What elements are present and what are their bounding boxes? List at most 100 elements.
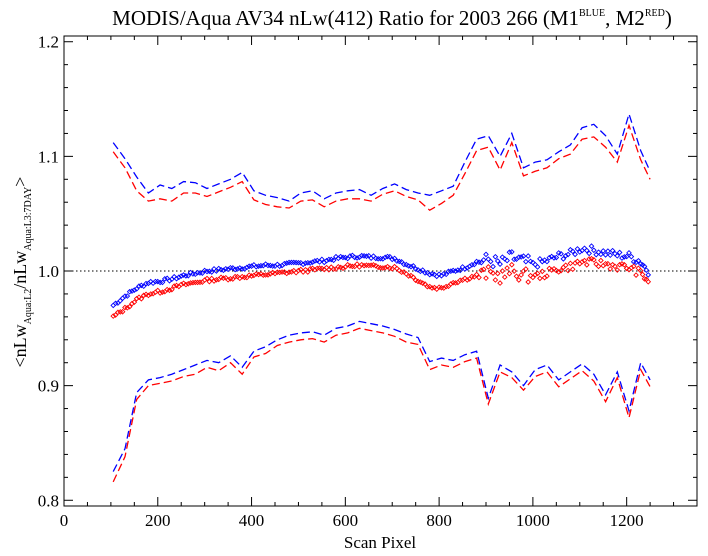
data-point	[614, 267, 621, 273]
series-m2-points	[110, 255, 652, 319]
data-point	[523, 258, 529, 265]
data-point	[185, 280, 192, 287]
data-point	[583, 247, 590, 254]
data-point	[288, 269, 295, 275]
data-point	[506, 270, 513, 277]
data-point	[497, 261, 503, 267]
data-point	[511, 256, 517, 263]
data-point	[621, 254, 628, 260]
data-point	[276, 263, 283, 270]
data-point	[539, 268, 546, 275]
series-m2-upper-line	[112, 123, 651, 211]
data-point	[281, 269, 288, 275]
data-point	[534, 270, 541, 277]
data-point	[286, 269, 292, 276]
series-m1-upper-line	[112, 111, 651, 202]
data-point	[443, 283, 449, 290]
data-point	[234, 266, 241, 272]
data-point	[586, 250, 592, 257]
data-point	[567, 246, 574, 253]
data-point	[309, 259, 316, 266]
data-point	[583, 262, 590, 268]
data-point	[639, 271, 646, 278]
data-point	[544, 273, 550, 279]
data-point	[508, 261, 515, 268]
data-point	[246, 263, 253, 270]
data-point	[147, 278, 154, 285]
data-point	[375, 255, 381, 262]
data-point	[126, 288, 133, 295]
data-point	[473, 271, 480, 278]
data-point	[323, 257, 330, 264]
data-point	[614, 252, 621, 259]
data-point	[258, 271, 264, 277]
data-point	[525, 279, 532, 285]
data-point	[643, 267, 650, 273]
title-prefix: MODIS/Aqua AV34 nLw(412) Ratio for 2003 …	[112, 6, 579, 30]
data-point	[283, 260, 290, 266]
y-axis-label: <nLwAqua:L2/nLwAqua:L3:7DAY>	[10, 177, 34, 368]
data-point	[476, 274, 482, 281]
data-point	[445, 268, 452, 275]
data-point	[598, 251, 604, 258]
data-point	[117, 309, 124, 315]
data-point	[607, 252, 614, 259]
data-point	[600, 248, 607, 254]
data-point	[297, 259, 304, 266]
data-point	[208, 269, 215, 275]
data-point	[436, 271, 442, 278]
data-point	[630, 263, 637, 270]
data-point	[112, 300, 119, 307]
data-point	[485, 264, 492, 270]
data-point	[633, 272, 639, 278]
data-point	[314, 257, 321, 264]
data-point	[194, 279, 201, 286]
y-tick-label: 1.1	[38, 147, 59, 166]
data-point	[480, 266, 487, 273]
data-point	[492, 253, 499, 260]
data-point	[567, 260, 574, 267]
data-point	[515, 254, 522, 261]
data-point	[447, 268, 454, 275]
data-point	[487, 268, 494, 275]
data-point	[140, 292, 147, 299]
data-point	[574, 246, 581, 252]
data-point	[183, 273, 189, 279]
data-point	[166, 287, 173, 294]
data-point	[253, 263, 260, 270]
data-point	[628, 253, 635, 260]
data-point	[621, 261, 628, 268]
data-point	[410, 263, 417, 269]
data-point	[180, 280, 187, 287]
data-point	[471, 261, 478, 268]
data-point	[598, 257, 604, 264]
data-point	[520, 253, 527, 259]
data-point	[330, 257, 337, 264]
data-point	[213, 276, 220, 283]
y-tick-label: 1.0	[38, 262, 59, 281]
data-point	[384, 263, 391, 270]
data-point	[312, 258, 318, 264]
data-point	[380, 265, 386, 271]
data-point	[347, 253, 353, 259]
data-point	[555, 269, 562, 275]
data-point	[492, 277, 499, 283]
data-point	[595, 263, 602, 270]
data-point	[537, 275, 543, 282]
data-point	[553, 267, 560, 274]
data-point	[553, 254, 560, 261]
data-point	[544, 258, 550, 265]
data-point	[131, 299, 138, 306]
data-point	[462, 275, 468, 282]
data-point	[255, 263, 262, 270]
data-point	[565, 267, 571, 274]
data-point	[286, 259, 292, 266]
data-point	[147, 291, 154, 297]
x-tick-label: 0	[60, 511, 69, 530]
plot-area	[64, 111, 697, 483]
data-point	[403, 261, 410, 268]
data-point	[483, 251, 489, 258]
data-point	[361, 262, 367, 269]
x-tick-label: 1000	[516, 511, 550, 530]
data-point	[626, 250, 632, 256]
